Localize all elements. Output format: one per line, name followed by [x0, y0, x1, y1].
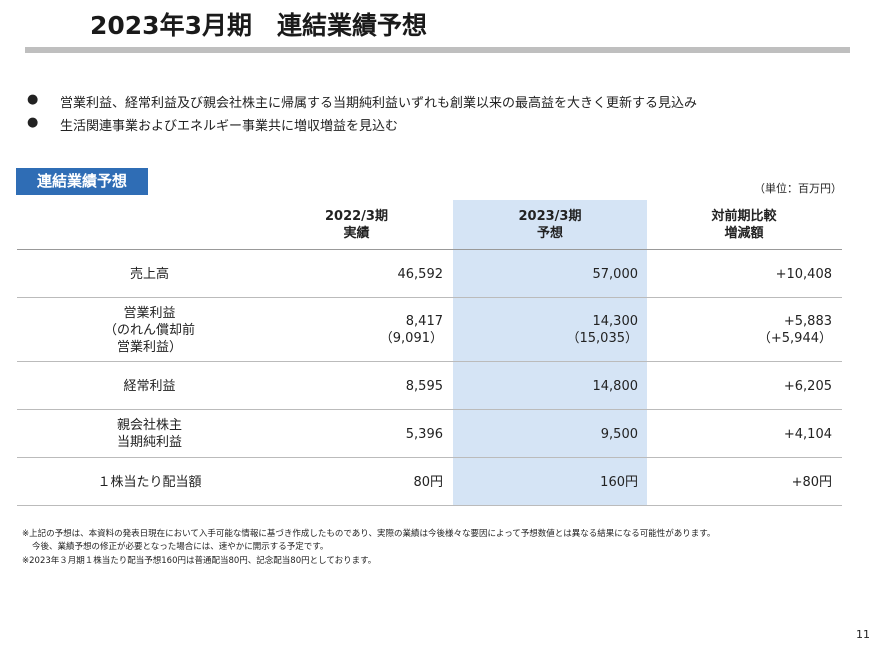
footnote: ※上記の予想は、本資料の発表日現在において入手可能な情報に基づき作成したものであ… [22, 529, 716, 539]
cell-line: 8,417 [405, 314, 443, 329]
footnote: 今後、業績予想の修正が必要となった場合には、速やかに開示する予定です。 [32, 542, 329, 552]
cell-line: 5,396 [405, 426, 443, 442]
row-label: 経常利益 [17, 362, 282, 410]
header-line: 対前期比較 [711, 209, 777, 224]
section-label: 連結業績予想 [16, 168, 148, 195]
value-cell: +4,104 [647, 410, 832, 458]
cell-line: 9,500 [600, 426, 638, 442]
cell-line: 160円 [600, 474, 638, 490]
cell-line: 8,595 [405, 378, 443, 394]
cell-line: 当期純利益 [116, 435, 182, 450]
cell-line: +4,104 [783, 426, 832, 442]
title: 2023年3月期 連結業績予想 [90, 11, 427, 40]
value-cell: 160円 [453, 458, 638, 506]
value-cell: 5,396 [260, 410, 443, 458]
bullet: 営業利益、経常利益及び親会社株主に帰属する当期純利益いずれも創業以来の最高益を大… [60, 96, 698, 111]
bullet-mark: ● [27, 92, 39, 107]
value-cell: 14,300 （15,035） [453, 298, 639, 362]
cell-line: 経常利益 [123, 378, 176, 394]
header-line: 予想 [536, 226, 563, 241]
column-header: 2023/3期 予想 [453, 200, 647, 250]
cell-line: +10,408 [775, 266, 832, 282]
cell-line: （のれん償却前 [103, 322, 195, 338]
cell-line: 親会社株主 [116, 418, 182, 433]
cell-line: （15,035） [566, 331, 639, 346]
cell-line: +5,883 [783, 314, 832, 329]
value-cell: 9,500 [453, 410, 638, 458]
row-rule [17, 249, 842, 250]
cell-line: 売上高 [129, 266, 169, 282]
cell-line: 57,000 [592, 266, 639, 282]
header-line: 実績 [343, 226, 370, 241]
header-line: 2023/3期 [518, 209, 582, 224]
header-line: 2022/3期 [325, 209, 388, 224]
value-cell: +10,408 [647, 250, 832, 298]
cell-line: 14,300 [592, 314, 639, 329]
value-cell: 8,595 [260, 362, 443, 410]
cell-line: 80円 [413, 474, 443, 490]
row-label: 営業利益 （のれん償却前 営業利益） [17, 298, 282, 362]
row-label: １株当たり配当額 [17, 458, 282, 506]
footnote: ※2023年３月期１株当たり配当予想160円は普通配当80円、記念配当80円とし… [22, 556, 377, 566]
row-rule [17, 409, 842, 410]
row-rule [17, 361, 842, 362]
value-cell: 80円 [260, 458, 443, 506]
row-label: 売上高 [17, 250, 282, 298]
value-cell: 46,592 [260, 250, 444, 298]
value-cell: +5,883 （+5,944） [647, 298, 832, 362]
value-cell: 57,000 [453, 250, 639, 298]
highlight-column [453, 200, 647, 506]
page-number: 11 [856, 628, 870, 641]
cell-line: 営業利益 [123, 305, 176, 321]
cell-line: （9,091） [379, 331, 443, 346]
cell-line: １株当たり配当額 [97, 474, 202, 490]
cell-line: 営業利益） [116, 339, 182, 355]
value-cell: 8,417 （9,091） [260, 298, 443, 362]
title-rule [25, 47, 850, 53]
cell-line: （+5,944） [757, 331, 832, 346]
row-rule [17, 297, 842, 298]
bullet: 生活関連事業およびエネルギー事業共に増収増益を見込む [60, 119, 399, 134]
row-rule [17, 505, 842, 506]
column-header: 対前期比較 増減額 [647, 200, 841, 250]
unit: （単位：百万円） [754, 182, 842, 195]
header-line: 増減額 [724, 226, 764, 241]
value-cell: +80円 [647, 458, 832, 506]
row-rule [17, 457, 842, 458]
value-cell: +6,205 [647, 362, 832, 410]
cell-line: +6,205 [783, 378, 832, 394]
cell-line: 46,592 [397, 266, 444, 282]
cell-line: 14,800 [592, 378, 639, 394]
cell-line: +80円 [791, 474, 832, 490]
value-cell: 14,800 [453, 362, 639, 410]
column-header: 2022/3期 実績 [260, 200, 453, 250]
bullet-mark: ● [27, 115, 39, 130]
row-label: 親会社株主当期純利益 [17, 410, 282, 458]
